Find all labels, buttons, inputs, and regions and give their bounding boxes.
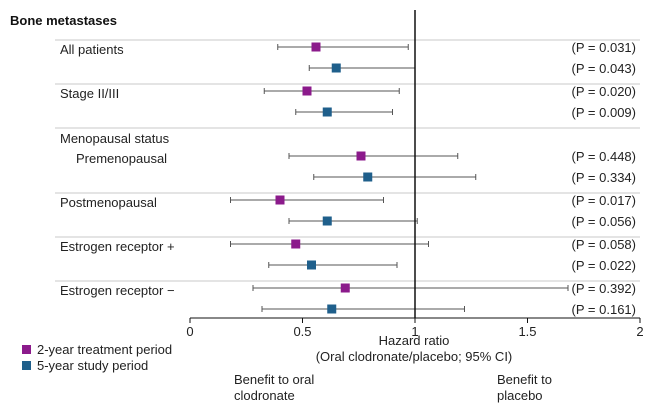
legend-label-5yr: 5-year study period xyxy=(37,358,148,373)
p-value-label: (P = 0.009) xyxy=(572,105,636,120)
p-value-label: (P = 0.031) xyxy=(572,40,636,55)
x-tick-label: 0 xyxy=(186,324,193,339)
p-value-label: (P = 0.020) xyxy=(572,84,636,99)
favors-left-line2: clodronate xyxy=(234,388,295,403)
point-estimate-5yr xyxy=(322,216,332,226)
chart-title: Bone metastases xyxy=(10,13,117,28)
point-estimate-5yr xyxy=(363,172,373,182)
favors-right-line2: placebo xyxy=(497,388,543,403)
group-label: Estrogen receptor − xyxy=(60,283,175,298)
p-value-label: (P = 0.058) xyxy=(572,237,636,252)
x-tick-label: 2 xyxy=(636,324,643,339)
favors-right-line1: Benefit to xyxy=(497,372,552,387)
p-value-label: (P = 0.392) xyxy=(572,281,636,296)
point-estimate-5yr xyxy=(331,63,341,73)
x-axis-title-line2: (Oral clodronate/placebo; 95% CI) xyxy=(316,349,513,364)
legend-label-2yr: 2-year treatment period xyxy=(37,342,172,357)
point-estimate-5yr xyxy=(307,260,316,270)
group-label: Postmenopausal xyxy=(60,195,157,210)
x-axis: 0 0.5 1 1.5 2 xyxy=(186,10,644,339)
point-estimate-5yr xyxy=(322,107,332,117)
point-estimate-2yr xyxy=(302,86,312,96)
legend: 2-year treatment period 5-year study per… xyxy=(22,342,172,373)
p-value-label: (P = 0.334) xyxy=(572,170,636,185)
p-value-label: (P = 0.056) xyxy=(572,214,636,229)
point-estimate-2yr xyxy=(340,283,350,293)
x-axis-title-line1: Hazard ratio xyxy=(379,333,450,348)
group-label: Stage II/III xyxy=(60,86,119,101)
group-header-label: Menopausal status xyxy=(60,131,170,146)
favors-left-line1: Benefit to oral xyxy=(234,372,314,387)
p-value-label: (P = 0.022) xyxy=(572,258,636,273)
group-label: All patients xyxy=(60,42,124,57)
x-tick-label: 0.5 xyxy=(293,324,311,339)
group-label: Estrogen receptor + xyxy=(60,239,175,254)
legend-swatch-5yr xyxy=(22,361,31,370)
point-estimate-2yr xyxy=(356,151,366,161)
point-estimate-5yr xyxy=(327,304,337,314)
legend-swatch-2yr xyxy=(22,345,31,354)
p-value-label: (P = 0.161) xyxy=(572,302,636,317)
group-label: Premenopausal xyxy=(76,151,167,166)
point-estimate-2yr xyxy=(275,195,285,205)
p-value-label: (P = 0.448) xyxy=(572,149,636,164)
p-value-label: (P = 0.043) xyxy=(572,61,636,76)
rows-layer: All patients (P = 0.031) (P = 0.043) Stage … xyxy=(55,39,640,317)
x-tick-label: 1 xyxy=(411,324,418,339)
point-estimate-2yr xyxy=(311,42,321,52)
x-tick-label: 1.5 xyxy=(518,324,536,339)
point-estimate-2yr xyxy=(291,239,301,249)
p-value-label: (P = 0.017) xyxy=(572,193,636,208)
